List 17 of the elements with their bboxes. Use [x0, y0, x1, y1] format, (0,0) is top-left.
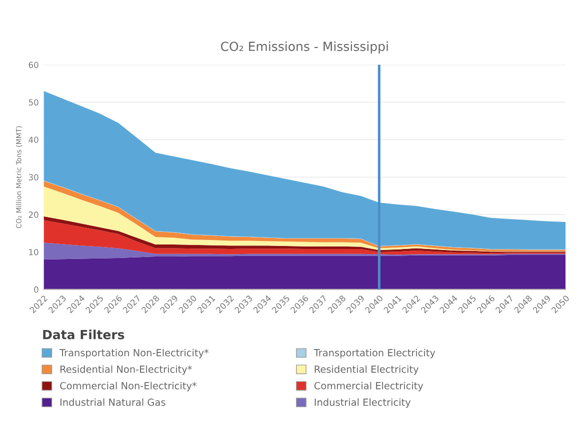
- legend-label: Commercial Electricity: [314, 382, 424, 392]
- y-tick-label: 20: [28, 212, 38, 218]
- y-tick-label: 40: [28, 136, 38, 143]
- legend-label: Residential Electricity: [314, 365, 419, 375]
- legend-title: Data Filters: [43, 330, 124, 340]
- legend-label: Transportation Electricity: [314, 348, 436, 358]
- y-tick-label: 30: [28, 174, 38, 180]
- legend-label: Commercial Non-Electricity*: [60, 382, 197, 392]
- y-tick-label: 60: [28, 62, 38, 68]
- legend-label: Residential Non-Electricity*: [60, 365, 192, 375]
- chart-title: CO₂ Emissions - Mississippi: [220, 41, 388, 54]
- y-tick-label: 10: [29, 248, 38, 256]
- y-tick-label: 0: [34, 286, 38, 293]
- legend-label: Industrial Electricity: [314, 398, 411, 408]
- y-tick-label: 50: [28, 99, 38, 106]
- legend-label: Industrial Natural Gas: [60, 398, 166, 406]
- legend-label: Transportation Non-Electricity*: [60, 348, 209, 358]
